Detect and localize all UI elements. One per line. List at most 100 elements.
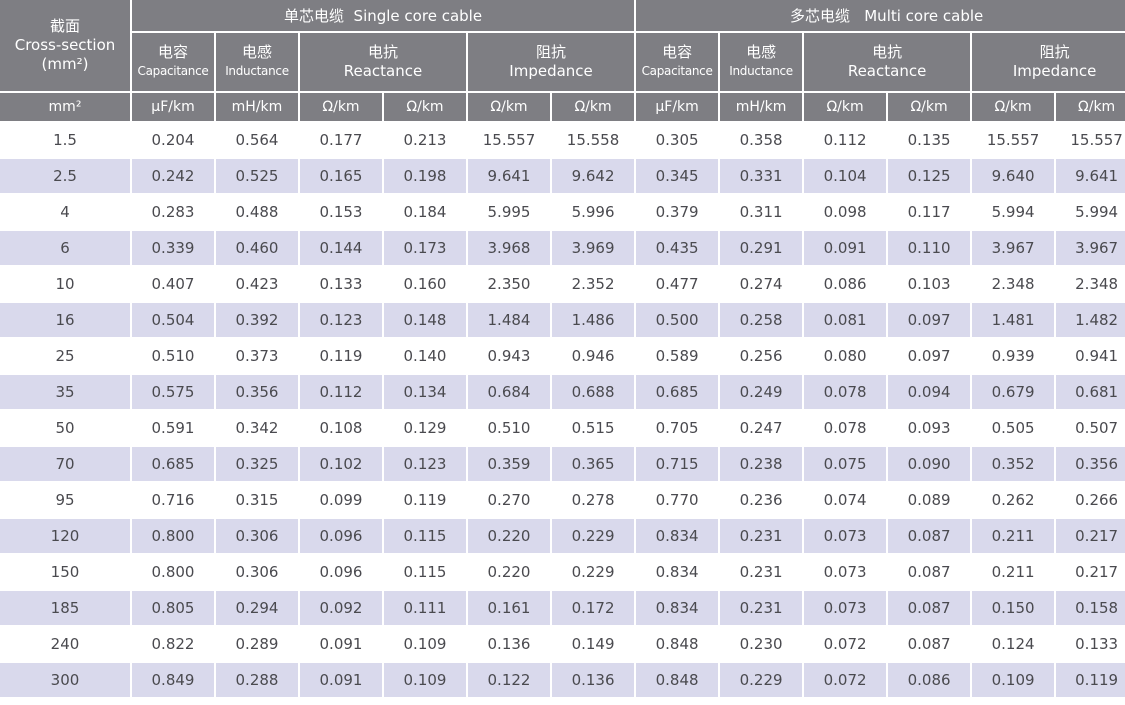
value-cell: 0.331 xyxy=(720,159,803,193)
value-cell: 0.477 xyxy=(636,267,719,301)
cross-section-cell: 185 xyxy=(0,591,130,625)
capacitance-label-en: Capacitance xyxy=(137,64,209,78)
value-cell: 0.262 xyxy=(972,483,1055,517)
value-cell: 5.995 xyxy=(468,195,550,229)
table-row: 150 0.800 0.306 0.096 0.115 0.220 0.229 0.834 0.… xyxy=(0,555,1125,589)
value-cell: 1.481 xyxy=(972,303,1055,337)
cross-section-cell: 50 xyxy=(0,411,130,445)
value-cell: 0.117 xyxy=(888,195,971,229)
value-cell: 0.229 xyxy=(720,663,803,697)
value-cell: 0.081 xyxy=(804,303,887,337)
value-cell: 0.123 xyxy=(300,303,382,337)
value-cell: 2.348 xyxy=(1056,267,1125,301)
value-cell: 5.994 xyxy=(1056,195,1125,229)
value-cell: 0.946 xyxy=(552,339,635,373)
value-cell: 0.211 xyxy=(972,555,1055,589)
value-cell: 0.096 xyxy=(300,519,382,553)
table-row: 70 0.685 0.325 0.102 0.123 0.359 0.365 0.715 0.2… xyxy=(0,447,1125,481)
value-cell: 0.078 xyxy=(804,411,887,445)
value-cell: 0.119 xyxy=(384,483,466,517)
value-cell: 0.086 xyxy=(888,663,971,697)
table-row: 4 0.283 0.488 0.153 0.184 5.995 5.996 0.379 0.31… xyxy=(0,195,1125,229)
value-cell: 0.135 xyxy=(888,123,971,157)
value-cell: 0.177 xyxy=(300,123,382,157)
value-cell: 0.184 xyxy=(384,195,466,229)
value-cell: 0.278 xyxy=(552,483,635,517)
capacitance-label-zh: 电容 xyxy=(662,43,693,61)
value-cell: 0.507 xyxy=(1056,411,1125,445)
value-cell: 0.087 xyxy=(888,627,971,661)
value-cell: 0.133 xyxy=(300,267,382,301)
value-cell: 0.173 xyxy=(384,231,466,265)
impedance-label-zh: 阻抗 xyxy=(1039,43,1070,61)
value-cell: 0.097 xyxy=(888,339,971,373)
single-impedance-header: 阻抗 Impedance xyxy=(468,33,635,91)
single-capacitance-header: 电容 Capacitance xyxy=(132,33,214,91)
value-cell: 0.943 xyxy=(468,339,550,373)
value-cell: 0.423 xyxy=(216,267,298,301)
value-cell: 0.274 xyxy=(720,267,803,301)
value-cell: 0.102 xyxy=(300,447,382,481)
unit-cell: Ω/km xyxy=(972,93,1055,121)
value-cell: 0.500 xyxy=(636,303,719,337)
value-cell: 0.086 xyxy=(804,267,887,301)
value-cell: 0.941 xyxy=(1056,339,1125,373)
value-cell: 0.122 xyxy=(468,663,550,697)
table-row: 50 0.591 0.342 0.108 0.129 0.510 0.515 0.705 0.2… xyxy=(0,411,1125,445)
value-cell: 0.125 xyxy=(888,159,971,193)
value-cell: 0.288 xyxy=(216,663,298,697)
value-cell: 0.352 xyxy=(972,447,1055,481)
value-cell: 0.148 xyxy=(384,303,466,337)
value-cell: 3.967 xyxy=(1056,231,1125,265)
value-cell: 0.510 xyxy=(132,339,214,373)
value-cell: 0.705 xyxy=(636,411,719,445)
value-cell: 0.311 xyxy=(720,195,803,229)
value-cell: 0.109 xyxy=(384,663,466,697)
value-cell: 0.133 xyxy=(1056,627,1125,661)
value-cell: 0.379 xyxy=(636,195,719,229)
value-cell: 5.996 xyxy=(552,195,635,229)
value-cell: 0.217 xyxy=(1056,519,1125,553)
value-cell: 0.939 xyxy=(972,339,1055,373)
value-cell: 0.589 xyxy=(636,339,719,373)
cross-section-cell: 120 xyxy=(0,519,130,553)
value-cell: 0.153 xyxy=(300,195,382,229)
value-cell: 0.306 xyxy=(216,519,298,553)
value-cell: 0.093 xyxy=(888,411,971,445)
value-cell: 0.258 xyxy=(720,303,803,337)
value-cell: 0.591 xyxy=(132,411,214,445)
value-cell: 0.103 xyxy=(888,267,971,301)
value-cell: 0.504 xyxy=(132,303,214,337)
value-cell: 0.407 xyxy=(132,267,214,301)
cross-section-cell: 1.5 xyxy=(0,123,130,157)
value-cell: 0.087 xyxy=(888,555,971,589)
value-cell: 0.165 xyxy=(300,159,382,193)
cross-section-cell: 35 xyxy=(0,375,130,409)
unit-cell: mm² xyxy=(0,93,130,121)
single-core-group-header: 单芯电缆 Single core cable xyxy=(132,0,635,31)
value-cell: 0.679 xyxy=(972,375,1055,409)
unit-cell: Ω/km xyxy=(384,93,466,121)
unit-cell: Ω/km xyxy=(888,93,971,121)
cross-section-unit: (mm²) xyxy=(41,55,89,73)
value-cell: 0.715 xyxy=(636,447,719,481)
table-row: 120 0.800 0.306 0.096 0.115 0.220 0.229 0.834 0.… xyxy=(0,519,1125,553)
value-cell: 0.096 xyxy=(300,555,382,589)
value-cell: 0.229 xyxy=(552,555,635,589)
value-cell: 1.482 xyxy=(1056,303,1125,337)
value-cell: 1.486 xyxy=(552,303,635,337)
single-inductance-header: 电感 Inductance xyxy=(216,33,298,91)
unit-cell: mH/km xyxy=(216,93,298,121)
value-cell: 0.119 xyxy=(1056,663,1125,697)
value-cell: 0.073 xyxy=(804,555,887,589)
value-cell: 0.306 xyxy=(216,555,298,589)
value-cell: 0.108 xyxy=(300,411,382,445)
value-cell: 0.510 xyxy=(468,411,550,445)
unit-cell: Ω/km xyxy=(300,93,382,121)
value-cell: 1.484 xyxy=(468,303,550,337)
value-cell: 0.770 xyxy=(636,483,719,517)
inductance-label-zh: 电感 xyxy=(241,43,272,61)
value-cell: 0.231 xyxy=(720,519,803,553)
value-cell: 0.080 xyxy=(804,339,887,373)
value-cell: 0.247 xyxy=(720,411,803,445)
